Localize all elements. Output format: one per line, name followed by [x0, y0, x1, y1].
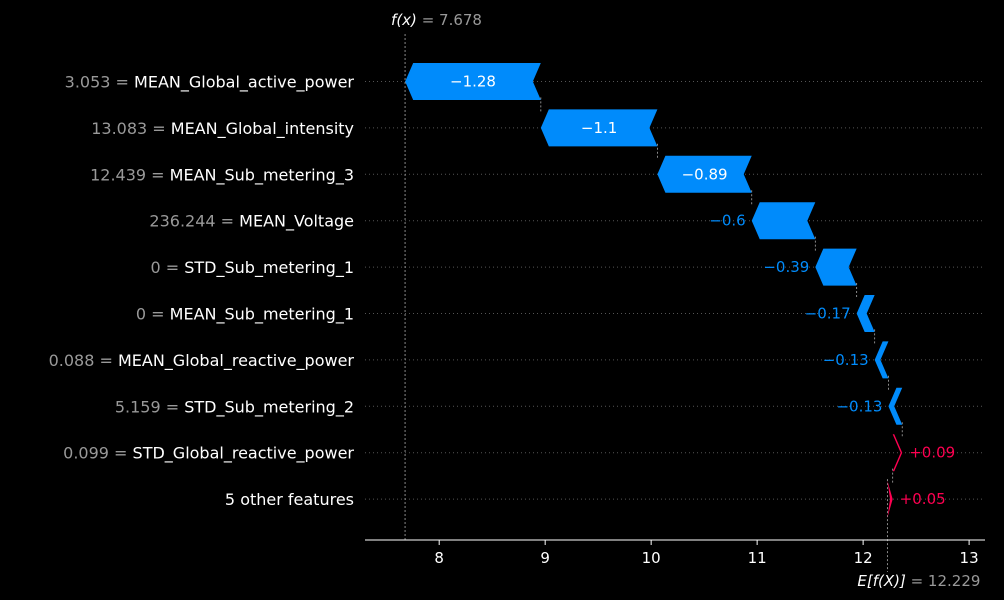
- waterfall-bar: [874, 341, 889, 379]
- feature-name: MEAN_Global_active_power: [134, 73, 354, 93]
- efx-value: = 12.229: [906, 572, 981, 590]
- bar-value-label: −0.13: [836, 397, 882, 415]
- waterfall-bar: [540, 109, 658, 147]
- x-tick-label: 9: [540, 549, 550, 567]
- feature-label: 5 other features: [225, 490, 354, 509]
- feature-name: STD_Global_reactive_power: [133, 444, 355, 464]
- feature-value: 236.244 =: [149, 212, 239, 231]
- x-tick-label: 13: [960, 549, 979, 567]
- waterfall-bar: [888, 387, 903, 425]
- x-tick-label: 10: [642, 549, 661, 567]
- reference-lines: [404, 34, 903, 572]
- feature-name: 5 other features: [225, 490, 354, 509]
- x-tick-label: 11: [748, 549, 767, 567]
- feature-value: 5.159 =: [115, 397, 184, 416]
- bar-value-label: −0.39: [763, 258, 809, 276]
- waterfall-bar: [751, 202, 816, 240]
- feature-name: STD_Sub_metering_2: [184, 397, 354, 417]
- x-tick-label: 8: [434, 549, 444, 567]
- feature-label: 0 = STD_Sub_metering_1: [150, 258, 354, 278]
- waterfall-bar: [405, 63, 541, 100]
- feature-name: MEAN_Sub_metering_1: [170, 305, 354, 325]
- fx-annotation: f(x) = 7.678: [391, 11, 482, 29]
- feature-value: 13.083 =: [91, 119, 171, 138]
- annotations: f(x) = 7.678 E[f(X)] = 12.229: [391, 11, 980, 590]
- fx-value: = 7.678: [417, 11, 482, 29]
- fx-label: f(x): [391, 11, 417, 29]
- feature-value: 12.439 =: [90, 165, 170, 184]
- efx-annotation: E[f(X)] = 12.229: [857, 572, 980, 590]
- waterfall-bar: [657, 155, 752, 193]
- feature-value: 3.053 =: [65, 73, 134, 92]
- feature-value: 0 =: [136, 305, 170, 324]
- feature-label: 12.439 = MEAN_Sub_metering_3: [90, 165, 354, 185]
- bar-value-label: −0.89: [682, 165, 728, 183]
- feature-name: MEAN_Voltage: [239, 212, 354, 232]
- feature-labels: 3.053 = MEAN_Global_active_power 13.083 =…: [49, 73, 355, 510]
- bar-value-label: +0.05: [900, 490, 946, 508]
- feature-value: 0.088 =: [49, 351, 118, 370]
- bar-value-label: +0.09: [909, 444, 955, 462]
- efx-label: E[f(X)]: [857, 572, 906, 590]
- waterfall-bar: [887, 480, 893, 518]
- row-gridlines: [365, 81, 985, 500]
- x-axis: 8 9 10 11 12 13: [365, 539, 985, 567]
- bar-value-label: −0.17: [805, 305, 851, 323]
- feature-label: 13.083 = MEAN_Global_intensity: [91, 119, 354, 139]
- x-tick-label: 12: [854, 549, 873, 567]
- bar-value-label: −1.28: [450, 73, 496, 91]
- feature-label: 0.088 = MEAN_Global_reactive_power: [49, 351, 355, 371]
- feature-name: MEAN_Sub_metering_3: [170, 165, 354, 185]
- feature-value: 0.099 =: [63, 444, 132, 463]
- bar-value-label: −1.1: [581, 119, 617, 137]
- feature-label: 0.099 = STD_Global_reactive_power: [63, 444, 354, 464]
- waterfall-bar: [856, 295, 875, 332]
- bar-value-label: −0.13: [823, 351, 869, 369]
- feature-name: MEAN_Global_intensity: [171, 119, 354, 139]
- waterfall-bar: [815, 248, 857, 286]
- feature-label: 236.244 = MEAN_Voltage: [149, 212, 354, 232]
- bars: −1.28 −1.1 −0.89 −0.6 −0.39 −0.17 −0.13 −0.13 +0…: [405, 63, 955, 518]
- bar-value-label: −0.6: [709, 212, 745, 230]
- feature-label: 5.159 = STD_Sub_metering_2: [115, 397, 354, 417]
- feature-value: 0 =: [150, 258, 184, 277]
- feature-name: MEAN_Global_reactive_power: [118, 351, 354, 371]
- feature-label: 0 = MEAN_Sub_metering_1: [136, 305, 354, 325]
- feature-name: STD_Sub_metering_1: [184, 258, 354, 278]
- feature-label: 3.053 = MEAN_Global_active_power: [65, 73, 355, 93]
